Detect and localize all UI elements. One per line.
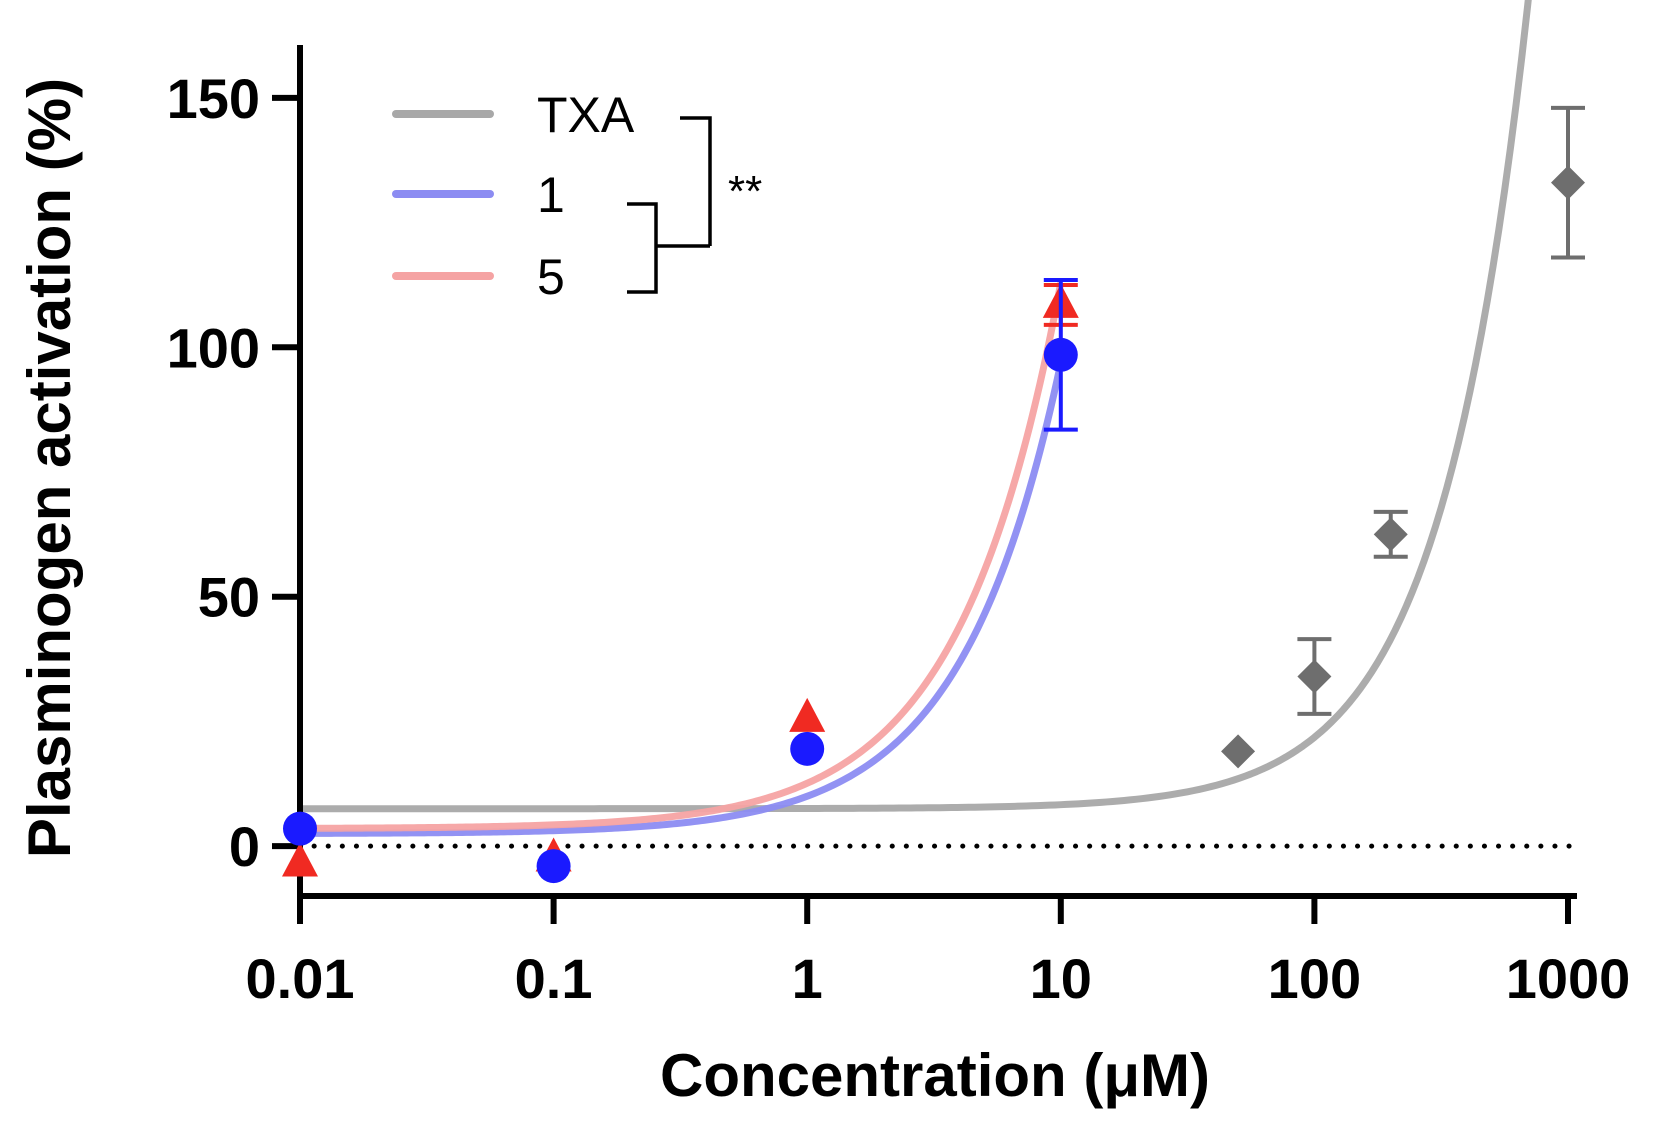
x-tick-label: 10 [1030, 947, 1092, 1010]
x-axis-title: Concentration (μM) [660, 1042, 1210, 1109]
x-tick-label: 1000 [1506, 947, 1631, 1010]
data-points [282, 105, 1585, 884]
point-txa [1373, 517, 1408, 552]
significance-label: ** [728, 167, 762, 216]
x-tick-label: 1 [792, 947, 823, 1010]
legend-label-txa: TXA [537, 87, 635, 143]
bracket-outer [680, 116, 712, 246]
point-txa [1297, 659, 1332, 694]
bracket-inner [627, 202, 658, 294]
point-1 [283, 811, 317, 846]
y-tick-label: 100 [167, 316, 260, 379]
y-tick-label: 50 [198, 566, 260, 629]
y-tick-label: 0 [229, 815, 260, 878]
point-1 [1043, 337, 1078, 372]
x-tick-label: 100 [1268, 947, 1361, 1010]
legend: TXA 1 5 ** [392, 87, 762, 305]
axes: 0 50 100 150 0.01 0.1 1 10 100 1000 [167, 45, 1631, 1010]
point-1 [536, 849, 571, 884]
x-tick-label: 0.01 [246, 947, 355, 1010]
fit-curve-5 [299, 282, 1065, 832]
y-tick-label: 150 [167, 67, 260, 130]
point-1 [790, 731, 825, 766]
point-5 [789, 697, 826, 732]
fit-curves [299, 0, 1532, 837]
y-axis-title: Plasminogen activation (%) [16, 78, 83, 858]
point-txa [1551, 165, 1585, 200]
fit-curve-1 [299, 362, 1065, 837]
point-5 [282, 842, 318, 877]
legend-label-5: 5 [537, 249, 565, 305]
legend-label-1: 1 [537, 167, 565, 223]
point-txa [1221, 734, 1256, 769]
fit-curve-txa [300, 0, 1532, 813]
x-tick-label: 0.1 [515, 947, 593, 1010]
